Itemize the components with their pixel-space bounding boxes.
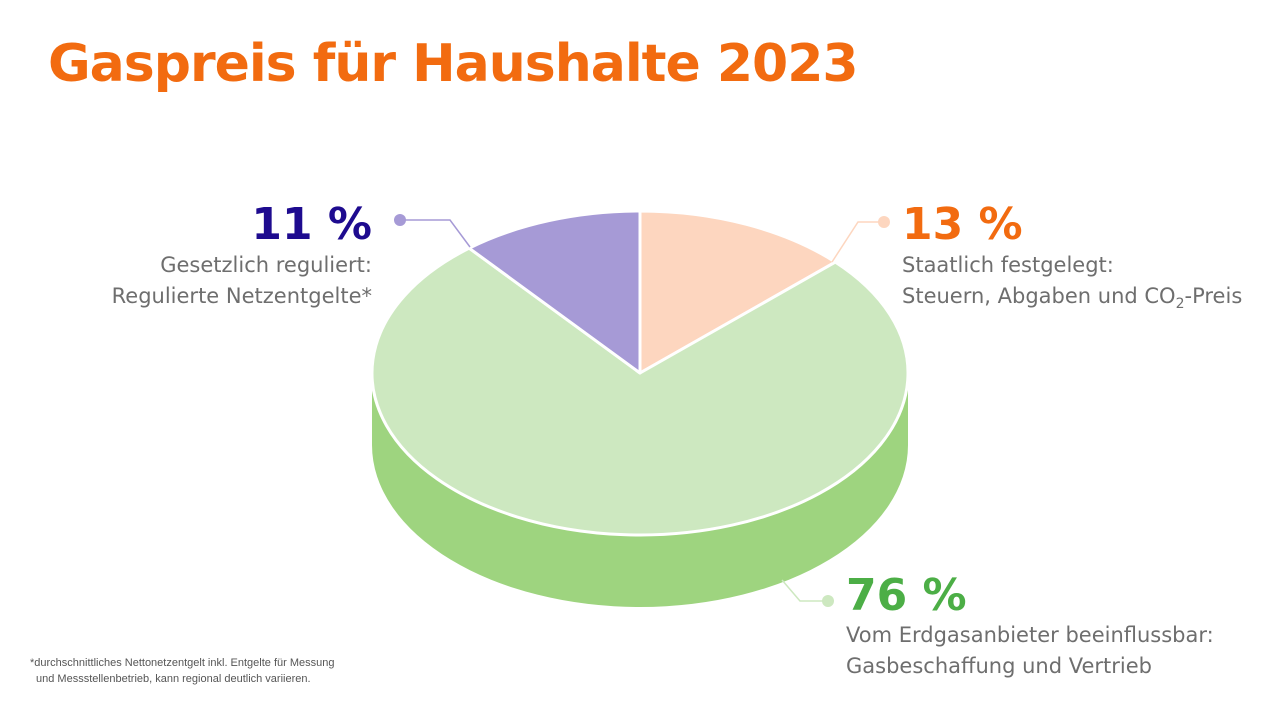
- state-detail-subscript: 2: [1175, 296, 1185, 313]
- leader-supplier-dot: [822, 595, 834, 607]
- leader-state-dot: [878, 216, 890, 228]
- footnote-line-1: *durchschnittliches Nettonetzentgelt ink…: [30, 657, 335, 669]
- slice-label-regulated-detail: Regulierte Netzentgelte*: [111, 284, 372, 308]
- slice-state: [638, 209, 837, 375]
- slice-supplier: [370, 246, 910, 537]
- slice-label-state-value: 13 %: [902, 199, 1023, 250]
- page-title: Gaspreis für Haushalte 2023: [48, 34, 859, 94]
- leader-regulated-dot: [394, 214, 406, 226]
- slice-label-state-category: Staatlich festgelegt:: [902, 253, 1114, 277]
- leader-supplier-line: [781, 579, 828, 602]
- slice-label-state-detail: Steuern, Abgaben und CO2-Preis: [902, 279, 1242, 321]
- leader-regulated-line: [400, 219, 471, 248]
- slice-supplier-side: [372, 373, 908, 607]
- slice-label-supplier-value: 76 %: [846, 570, 967, 621]
- slice-regulated: [467, 209, 642, 375]
- state-detail-suffix: -Preis: [1184, 284, 1243, 308]
- slice-label-regulated-category: Gesetzlich reguliert:: [160, 253, 372, 277]
- footnote: *durchschnittliches Nettonetzentgelt ink…: [30, 655, 335, 687]
- state-detail-text: Steuern, Abgaben und CO: [902, 284, 1176, 308]
- slice-label-supplier-category: Vom Erdgasanbieter beeinflussbar:: [846, 623, 1214, 647]
- footnote-line-2: und Messstellenbetrieb, kann regional de…: [36, 673, 311, 685]
- slice-label-regulated-value: 11 %: [251, 199, 372, 250]
- slice-label-supplier-detail: Gasbeschaffung und Vertrieb: [846, 654, 1152, 678]
- leader-state-line: [831, 221, 884, 263]
